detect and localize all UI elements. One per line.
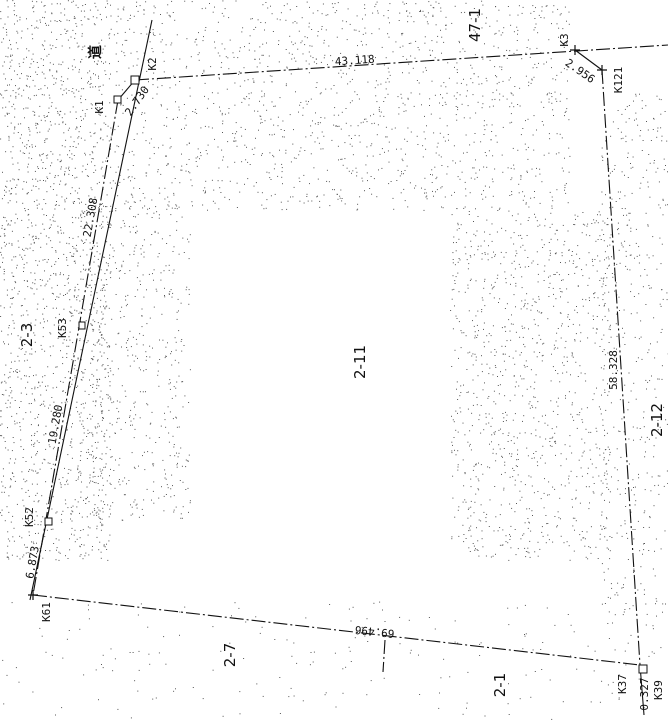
marker-k52-square	[44, 517, 53, 526]
distance-left-lower: 6.873	[23, 545, 42, 580]
distance-bottom: 69.496	[354, 623, 395, 640]
distance-k3-k121: 2.956	[563, 56, 598, 86]
marker-k2-square	[130, 75, 140, 85]
marker-label-k121: K121	[612, 67, 625, 94]
marker-label-k37: K37	[616, 674, 629, 694]
distance-left-middle: 19.280	[46, 404, 66, 445]
marker-k61-cross	[28, 590, 38, 600]
marker-label-k53: K53	[56, 318, 69, 338]
boundary-left	[32, 99, 119, 596]
boundary-k3-k121	[574, 49, 603, 71]
marker-k37-square	[638, 664, 648, 674]
parcel-label-2-11: 2-11	[351, 345, 369, 379]
parcel-label-2-7: 2-7	[221, 643, 239, 668]
marker-label-k61: K61	[40, 602, 53, 622]
marker-label-k1: K1	[93, 100, 106, 113]
boundary-bottom	[32, 594, 641, 666]
parcel-label-2-3: 2-3	[18, 323, 36, 348]
distance-top: 43.118	[334, 53, 375, 69]
distance-right: 58.328	[607, 350, 620, 390]
marker-label-k2: K2	[146, 57, 159, 70]
boundary-right	[601, 69, 641, 666]
marker-k53-square	[78, 321, 86, 330]
distance-bottom-right: 0.327	[638, 677, 651, 710]
parcel-label-47-1: 47-1	[466, 8, 484, 42]
road-label: 道	[87, 45, 104, 59]
parcel-label-2-1: 2-1	[491, 673, 509, 698]
road-line	[29, 19, 153, 601]
marker-label-k52: K52	[23, 507, 36, 527]
bottom-tick	[382, 639, 386, 673]
marker-k3-cross	[570, 45, 580, 55]
marker-label-k3: K3	[558, 33, 571, 46]
parcel-label-2-12: 2-12	[648, 403, 666, 437]
marker-k1-square	[113, 95, 122, 104]
boundary-top	[134, 44, 668, 81]
marker-label-k39: K39	[652, 680, 665, 700]
marker-k121-cross	[597, 65, 607, 75]
